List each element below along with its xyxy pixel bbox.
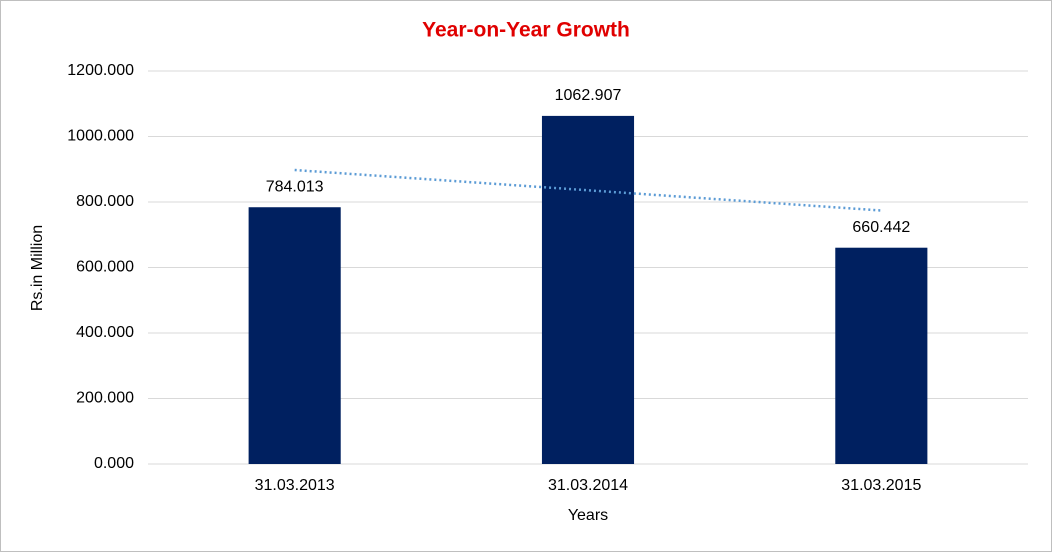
x-tick-label: 31.03.2013 bbox=[255, 477, 335, 494]
y-tick-label: 0.000 bbox=[94, 455, 134, 472]
x-axis-label: Years bbox=[568, 507, 608, 524]
data-label: 784.013 bbox=[266, 178, 324, 195]
y-axis-label: Rs.in Million bbox=[29, 225, 46, 311]
y-tick-label: 200.000 bbox=[76, 390, 134, 407]
bar bbox=[835, 247, 928, 464]
data-label: 1062.907 bbox=[555, 87, 622, 104]
y-tick-label: 800.000 bbox=[76, 193, 134, 210]
y-tick-label: 1000.000 bbox=[67, 128, 134, 145]
trendline bbox=[294, 168, 882, 212]
data-label: 660.442 bbox=[852, 219, 910, 236]
bar bbox=[541, 115, 635, 465]
x-tick-label: 31.03.2015 bbox=[841, 477, 921, 494]
chart-title: Year-on-Year Growth bbox=[422, 19, 630, 42]
y-tick-label: 1200.000 bbox=[67, 62, 134, 79]
x-tick-label: 31.03.2014 bbox=[548, 477, 628, 494]
y-tick-label: 400.000 bbox=[76, 324, 134, 341]
y-tick-label: 600.000 bbox=[76, 259, 134, 276]
bar bbox=[248, 207, 341, 464]
